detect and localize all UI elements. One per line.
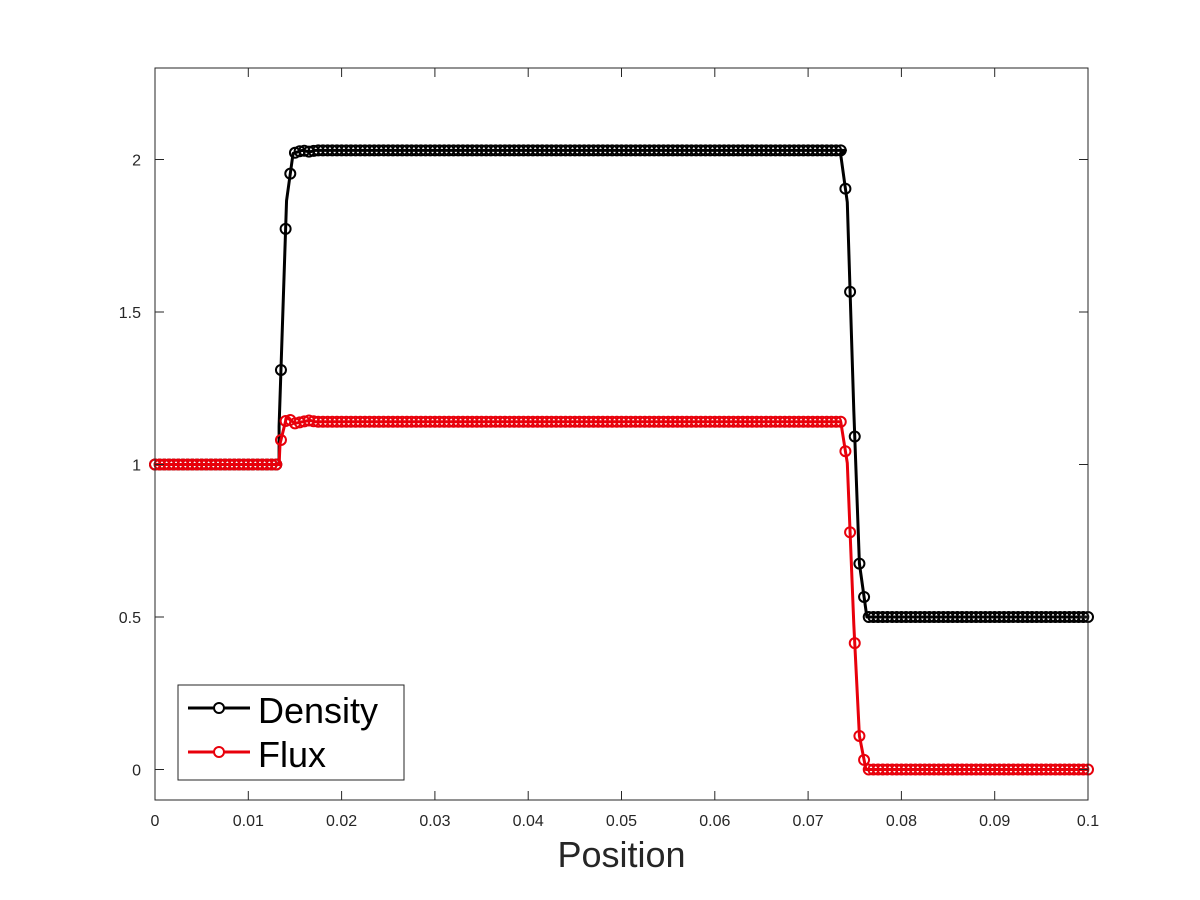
data-point-flux	[858, 753, 871, 766]
data-point-density	[284, 167, 297, 180]
data-point-density	[858, 590, 871, 603]
legend: Density Flux	[177, 684, 405, 781]
legend-items	[188, 702, 250, 758]
data-point-density	[834, 144, 847, 157]
data-point-density	[830, 144, 843, 157]
y-tick-label: 1.5	[119, 305, 141, 322]
data-point-flux	[839, 445, 852, 458]
x-tick-label: 0.06	[699, 813, 730, 830]
data-point-density	[844, 285, 857, 298]
x-tick-label: 0.01	[233, 813, 264, 830]
x-tick-label: 0.05	[606, 813, 637, 830]
x-tick-label: 0.09	[979, 813, 1010, 830]
x-tick-label: 0.04	[513, 813, 544, 830]
y-tick-label: 0.5	[119, 610, 141, 627]
data-point-flux	[270, 458, 283, 471]
data-point-flux	[830, 415, 843, 428]
x-tick-label: 0.03	[419, 813, 450, 830]
series-line-density	[155, 148, 1088, 619]
plot-background	[155, 68, 1088, 800]
legend-label-flux: Flux	[258, 734, 326, 775]
x-axis-title: Position	[557, 834, 685, 875]
data-point-density	[274, 363, 287, 376]
data-point-flux	[834, 415, 847, 428]
x-tick-label: 0	[151, 813, 160, 830]
axis-layer: 0 0.01 0.02 0.03 0.04 0.05 0.06 0.07 0.08 0.09 0.1…	[119, 68, 1099, 830]
x-tick-label: 0.1	[1077, 813, 1099, 830]
legend-box	[177, 684, 405, 781]
x-tick-label: 0.07	[793, 813, 824, 830]
data-point-flux	[265, 458, 278, 471]
y-tick-label: 1	[132, 458, 141, 475]
data-point-flux	[844, 526, 857, 539]
series-layer	[149, 144, 1094, 776]
data-point-density	[853, 557, 866, 570]
legend-label-density: Density	[258, 690, 378, 731]
x-tick-label: 0.02	[326, 813, 357, 830]
series-flux	[149, 413, 1094, 776]
data-point-flux	[853, 729, 866, 742]
legend-marker-density	[213, 702, 225, 714]
x-tick-label: 0.08	[886, 813, 917, 830]
data-point-flux	[274, 433, 287, 446]
y-tick-label: 2	[132, 153, 141, 170]
data-point-density	[279, 222, 292, 235]
legend-marker-flux	[213, 746, 225, 758]
data-point-density	[839, 182, 852, 195]
data-point-density	[848, 430, 861, 443]
y-tick-label: 0	[132, 763, 141, 780]
data-point-flux	[848, 637, 861, 650]
